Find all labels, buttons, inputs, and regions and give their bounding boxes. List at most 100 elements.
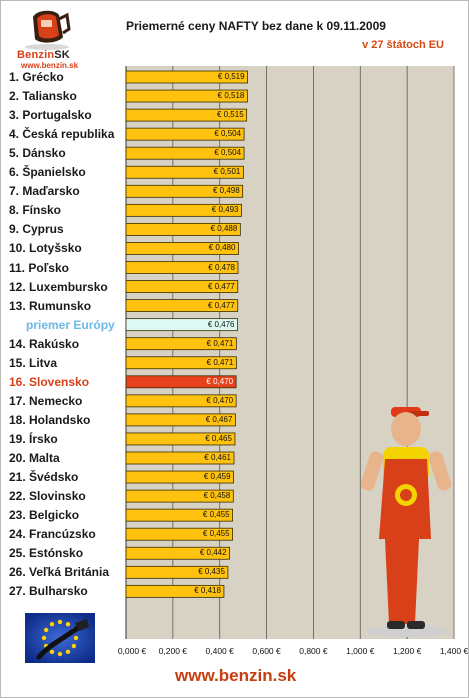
category-label: 2. Taliansko — [9, 89, 77, 104]
value-label: € 0,480 — [208, 243, 236, 253]
category-label: 6. Španielsko — [9, 165, 86, 180]
bar — [125, 165, 244, 179]
bar — [125, 489, 234, 503]
flag-star-icon — [57, 651, 63, 657]
category-label: 13. Rumunsko — [9, 298, 92, 313]
value-label: € 0,455 — [202, 510, 230, 520]
category-label: 1. Grécko — [9, 70, 64, 84]
category-label: 7. Maďarsko — [9, 184, 80, 199]
bar — [125, 356, 237, 370]
category-label: 23. Belgicko — [9, 508, 80, 523]
flag-star-icon — [57, 619, 63, 625]
category-label: priemer Európy — [26, 317, 115, 332]
category-label: 22. Slovinsko — [9, 489, 86, 504]
bar — [125, 413, 236, 427]
category-label: 11. Poľsko — [9, 260, 69, 275]
value-label: € 0,498 — [212, 186, 240, 196]
bar — [125, 184, 244, 198]
value-label: € 0,465 — [205, 433, 232, 443]
bar — [125, 108, 248, 122]
logo-url[interactable]: www.benzin.sk — [21, 61, 79, 70]
bar — [125, 527, 233, 541]
x-tick-label: 0,000 € — [117, 646, 147, 656]
eu-flag-fuel-nozzle-icon — [25, 613, 95, 663]
benzin-logo[interactable]: BenzinSK www.benzin.sk — [7, 7, 89, 70]
value-label: € 0,477 — [208, 281, 235, 291]
bar — [125, 70, 248, 84]
value-label: € 0,478 — [208, 262, 235, 272]
bar — [125, 203, 242, 217]
value-label: € 0,471 — [206, 357, 234, 367]
category-label: 17. Nemecko — [9, 393, 83, 408]
value-label: € 0,504 — [214, 129, 242, 139]
bar — [125, 546, 230, 560]
bar — [125, 89, 248, 103]
category-label: 14. Rakúsko — [9, 336, 80, 351]
category-label: 3. Portugalsko — [9, 108, 92, 123]
flag-star-icon — [73, 635, 79, 641]
x-tick-label: 1,000 € — [346, 646, 375, 656]
category-label: 24. Francúzsko — [9, 527, 96, 542]
category-label: 15. Litva — [9, 355, 58, 370]
value-label: € 0,459 — [203, 472, 231, 482]
bars — [125, 70, 248, 598]
bar — [125, 299, 239, 313]
value-label: € 0,504 — [214, 148, 242, 158]
value-label: € 0,435 — [198, 567, 225, 577]
category-label: 19. Írsko — [9, 431, 58, 446]
x-tick-label: 0,400 € — [205, 646, 234, 656]
category-label: 10. Lotyšsko — [9, 241, 82, 256]
category-label: 26. Veľká Británia — [9, 565, 110, 580]
category-label: 16. Slovensko — [9, 374, 90, 389]
value-label: € 0,519 — [217, 72, 245, 81]
fuel-pump-logo-icon — [25, 10, 71, 50]
bar — [125, 470, 234, 484]
x-tick-label: 1,400 € — [439, 646, 469, 656]
value-label: € 0,493 — [211, 205, 239, 215]
category-label: 18. Holandsko — [9, 412, 91, 427]
bar — [125, 280, 239, 293]
value-label: € 0,467 — [205, 414, 233, 424]
bar — [125, 222, 241, 236]
bar — [125, 337, 237, 351]
mechanic-mascot-icon — [361, 407, 452, 637]
x-tick-label: 0,800 € — [299, 646, 328, 656]
value-label: € 0,501 — [213, 167, 241, 177]
footer-url[interactable]: www.benzin.sk — [175, 666, 297, 685]
category-label: 21. Švédsko — [9, 470, 79, 485]
flag-star-icon — [65, 649, 71, 655]
bar — [125, 508, 233, 522]
category-label: 25. Estónsko — [9, 546, 84, 561]
value-label: € 0,515 — [216, 110, 244, 120]
bar — [125, 261, 239, 274]
value-label: € 0,471 — [206, 338, 234, 348]
category-label: 27. Bulharsko — [9, 584, 88, 599]
bar-highlight — [125, 375, 237, 389]
flag-star-icon — [41, 635, 47, 641]
value-label: € 0,518 — [217, 91, 245, 101]
x-tick-label: 0,600 € — [252, 646, 281, 656]
bar — [125, 565, 229, 579]
value-label: € 0,470 — [206, 376, 234, 386]
value-label: € 0,488 — [210, 224, 238, 234]
flag-star-icon — [65, 621, 71, 627]
flag-star-icon — [49, 621, 55, 627]
value-label: € 0,442 — [199, 548, 227, 558]
bar-average — [125, 318, 238, 332]
x-tick-label: 1,200 € — [392, 646, 422, 656]
value-label: € 0,477 — [208, 300, 235, 310]
category-label: 5. Dánsko — [9, 146, 66, 161]
bar — [125, 146, 245, 160]
category-label: 9. Cyprus — [9, 222, 64, 237]
value-label: € 0,461 — [204, 453, 231, 462]
value-label: € 0,476 — [207, 319, 235, 329]
flag-star-icon — [49, 649, 55, 655]
bar — [125, 451, 235, 465]
value-label: € 0,458 — [203, 491, 231, 501]
category-label: 12. Luxembursko — [9, 279, 108, 294]
bar — [125, 242, 239, 255]
x-tick-label: 0,200 € — [158, 646, 188, 656]
chart-subtitle: v 27 štátoch EU — [362, 39, 444, 51]
bar — [125, 432, 236, 446]
